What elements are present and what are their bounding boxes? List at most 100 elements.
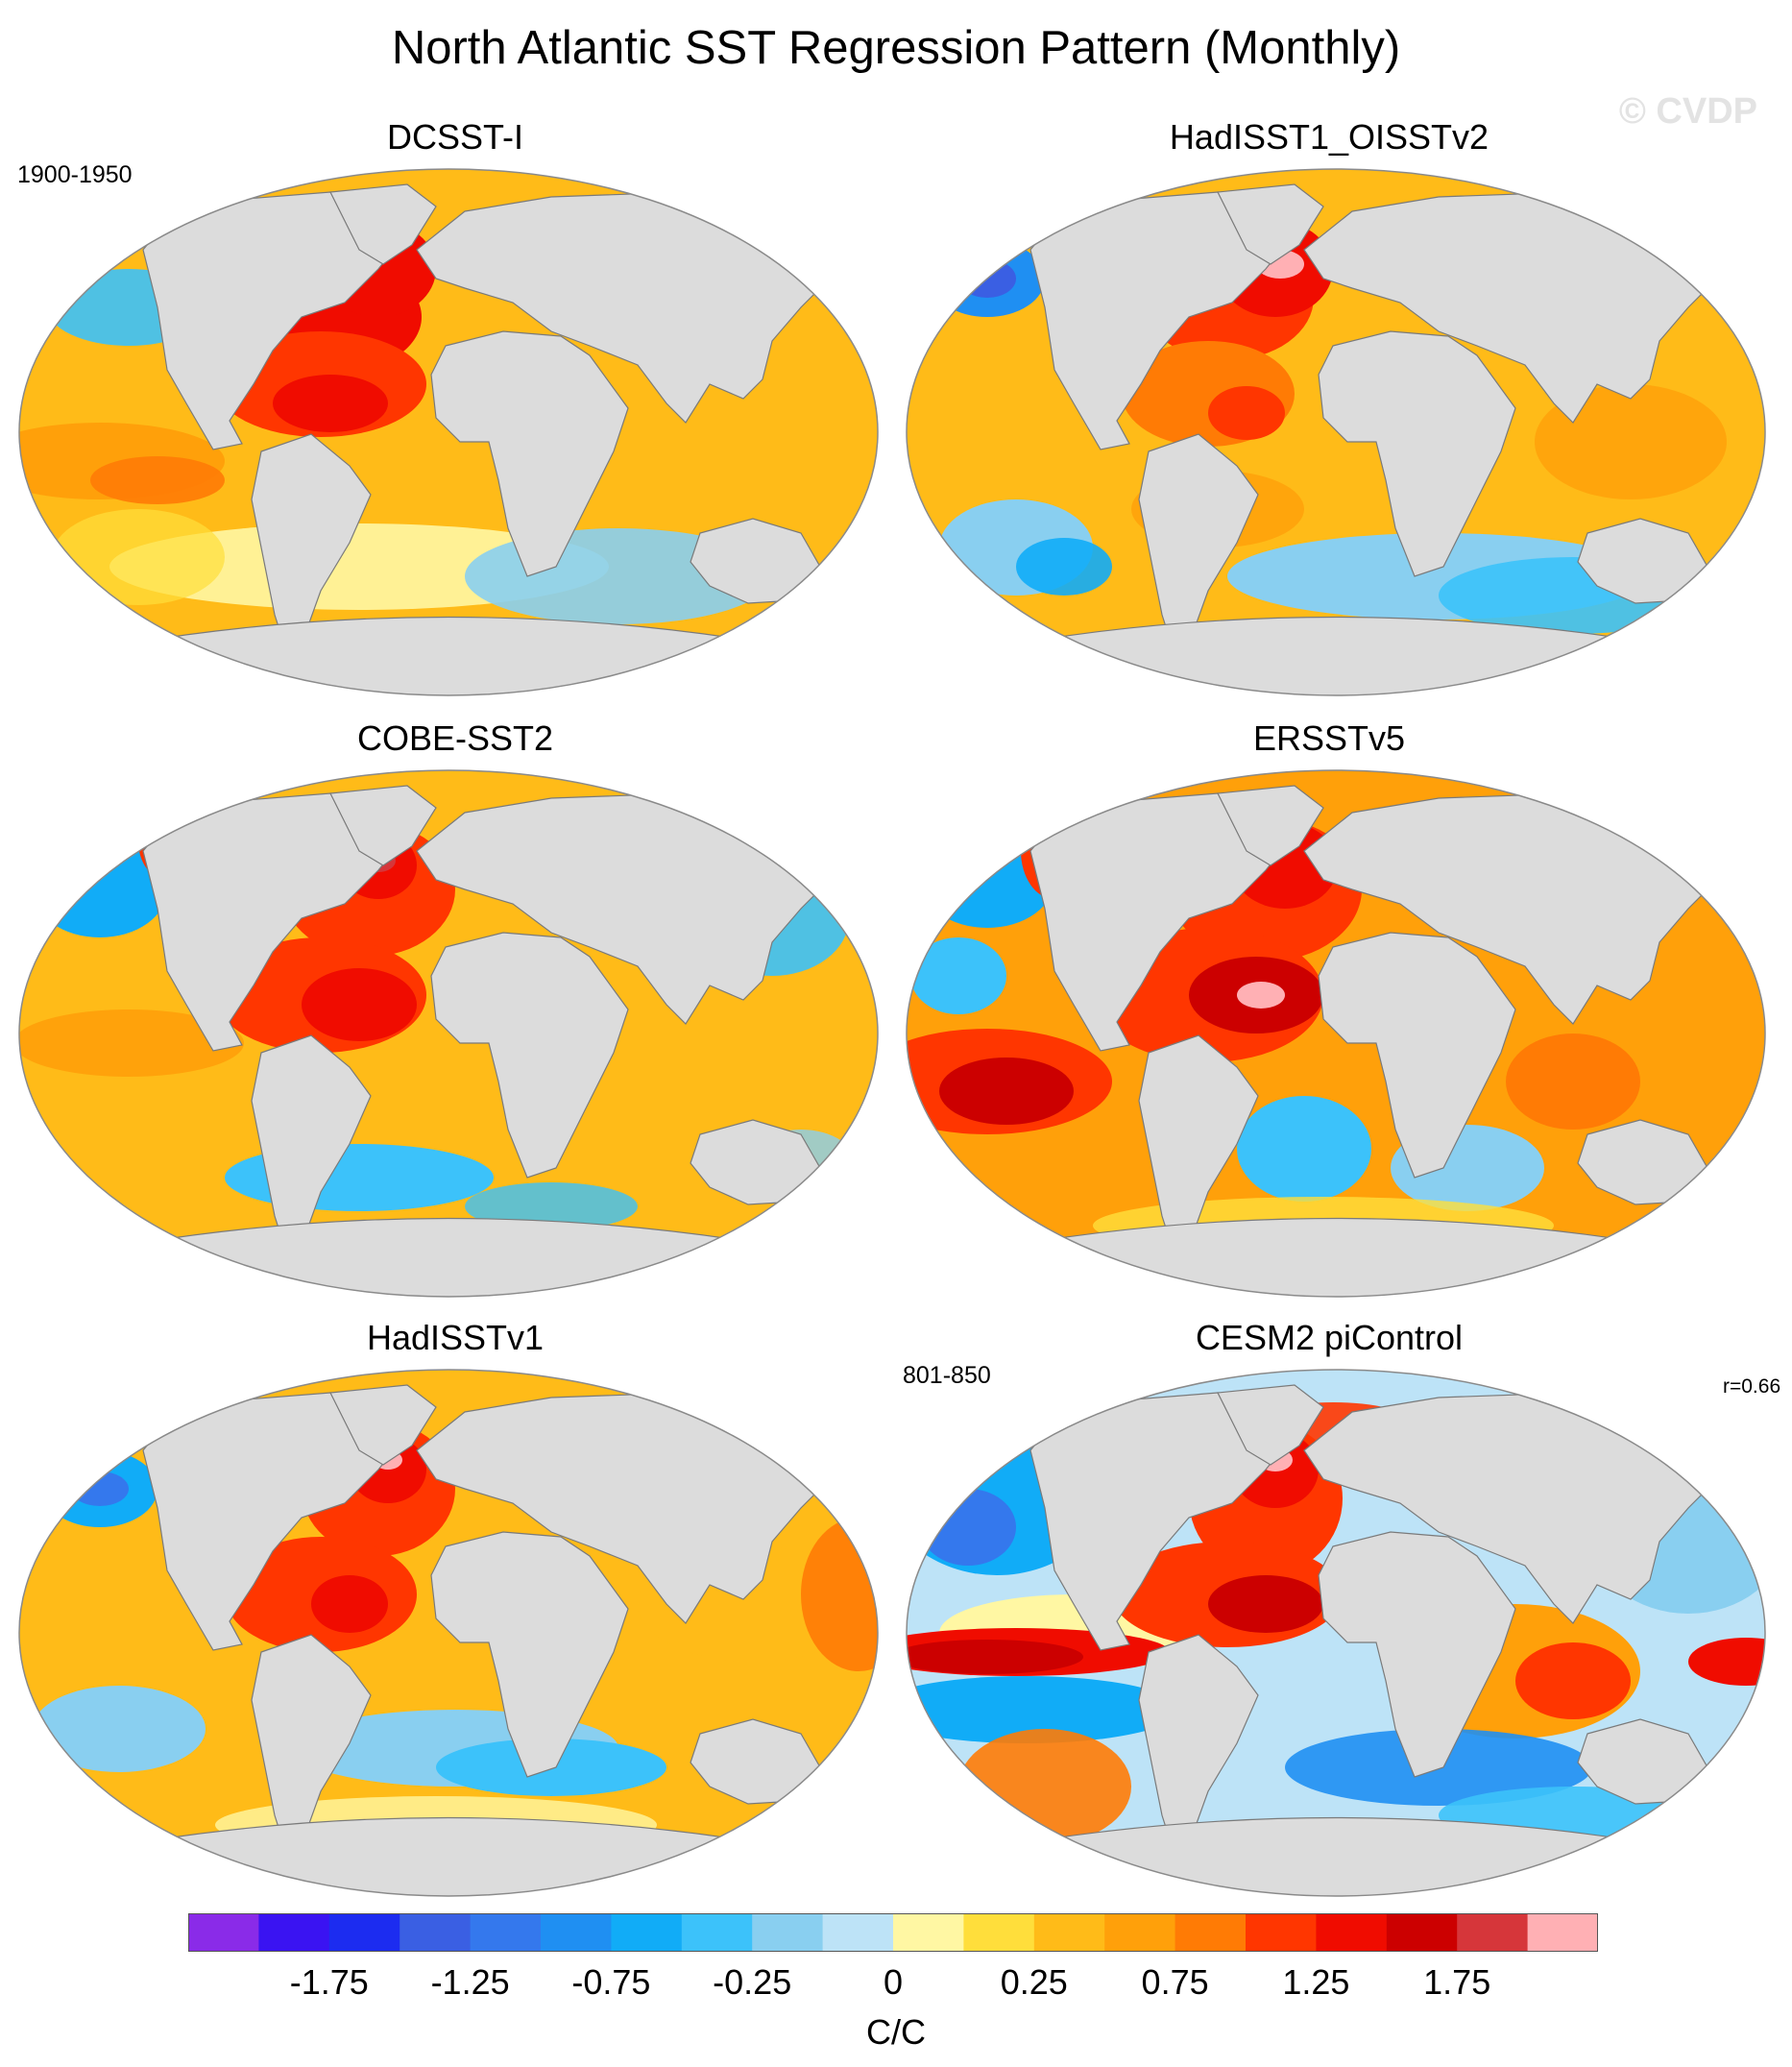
- colorbar-swatch: [470, 1913, 542, 1952]
- regression-contour: [1515, 1642, 1631, 1719]
- colorbar-tick-label: -0.75: [571, 1962, 651, 2002]
- regression-map: [18, 1369, 879, 1897]
- map-frame: [18, 1369, 879, 1897]
- colorbar-swatch: [400, 1913, 472, 1952]
- ocean-field: [19, 770, 879, 1298]
- colorbar-tick-label: 1.75: [1423, 1962, 1491, 2002]
- colorbar-swatch: [963, 1913, 1035, 1952]
- colorbar-swatch: [188, 1913, 259, 1952]
- regression-contour: [1688, 1638, 1766, 1686]
- panel-cobe: COBE-SST2: [0, 718, 884, 1314]
- africa-land: [1318, 932, 1516, 1179]
- colorbar-tick-label: -0.25: [713, 1962, 792, 2002]
- colorbar-swatch: [328, 1913, 400, 1952]
- regression-contour: [465, 1182, 638, 1230]
- watermark: © CVDP: [1618, 91, 1757, 132]
- panel-title: COBE-SST2: [356, 718, 554, 758]
- panel-dcsst: DCSST-I: [0, 117, 884, 713]
- regression-contour: [801, 1518, 879, 1671]
- panel-title: CESM2 piControl: [1195, 1318, 1464, 1357]
- colorbar-swatch: [1457, 1913, 1529, 1952]
- regression-contour: [1237, 982, 1285, 1009]
- panel-hadisst-oisst: HadISST1_OISSTv2: [887, 117, 1771, 713]
- regression-map: [18, 168, 879, 696]
- colorbar-tick-label: -1.75: [289, 1962, 369, 2002]
- colorbar-swatch: [752, 1913, 824, 1952]
- regression-contour: [939, 1058, 1074, 1125]
- south-america-land: [1138, 433, 1259, 665]
- panel-ersst: ERSSTv5: [887, 718, 1771, 1314]
- regression-contour: [273, 375, 388, 432]
- south-america-land: [251, 433, 372, 665]
- regression-contour: [19, 1009, 244, 1077]
- greenland-land: [1217, 1384, 1324, 1466]
- colorbar-swatch: [611, 1913, 683, 1952]
- period-label: 1900-1950: [17, 161, 133, 188]
- ocean-field: [907, 770, 1766, 1298]
- map-frame: [906, 769, 1766, 1298]
- regression-contour: [302, 968, 417, 1041]
- regression-contour: [920, 1489, 1016, 1566]
- colorbar-frame: [188, 1913, 1598, 1952]
- colorbar-tick-label: -1.25: [430, 1962, 510, 2002]
- colorbar-tick-label: 0.75: [1141, 1962, 1209, 2002]
- regression-map: [906, 168, 1766, 696]
- africa-land: [430, 330, 629, 577]
- colorbar-swatch: [893, 1913, 964, 1952]
- regression-contour: [1016, 538, 1112, 596]
- greenland-land: [329, 1384, 437, 1466]
- regression-contour: [52, 509, 225, 605]
- colorbar-tick-label: 1.25: [1282, 1962, 1350, 2002]
- regression-contour: [311, 1575, 388, 1633]
- regression-contour: [1237, 1096, 1371, 1202]
- regression-contour: [907, 1640, 1083, 1674]
- regression-contour: [1208, 386, 1285, 440]
- ocean-field: [907, 169, 1766, 696]
- ocean-field: [19, 169, 879, 696]
- regression-contour: [910, 937, 1006, 1014]
- correlation-label: r=0.66: [1723, 1375, 1781, 1398]
- colorbar-swatch: [1246, 1913, 1317, 1952]
- panel-hadisstv1: HadISSTv1: [0, 1318, 884, 1913]
- map-frame: [18, 168, 879, 696]
- regression-contour: [1535, 384, 1727, 499]
- panel-cesm2: CESM2 piControl: [887, 1318, 1771, 1913]
- figure-title: North Atlantic SST Regression Pattern (M…: [391, 22, 1401, 74]
- colorbar-units: C/C: [866, 2012, 926, 2052]
- africa-land: [1318, 1531, 1516, 1778]
- colorbar: [188, 1913, 1598, 1952]
- regression-contour: [71, 1471, 129, 1506]
- colorbar-swatch: [1104, 1913, 1176, 1952]
- africa-land: [430, 932, 629, 1179]
- regression-map: [906, 1369, 1766, 1897]
- regression-map: [18, 769, 879, 1298]
- ocean-field: [907, 1370, 1766, 1897]
- africa-land: [430, 1531, 629, 1778]
- map-frame: [18, 769, 879, 1298]
- colorbar-swatch: [541, 1913, 612, 1952]
- regression-contour: [1208, 1575, 1323, 1633]
- south-america-land: [251, 1034, 372, 1266]
- colorbar-swatch: [1316, 1913, 1388, 1952]
- ocean-field: [19, 1370, 879, 1897]
- colorbar-swatch: [258, 1913, 330, 1952]
- panel-title: HadISST1_OISSTv2: [1169, 117, 1489, 157]
- colorbar-swatch: [1033, 1913, 1105, 1952]
- panel-title: ERSSTv5: [1252, 718, 1406, 758]
- south-america-land: [1138, 1034, 1259, 1266]
- colorbar-tick-label: 0.25: [1000, 1962, 1068, 2002]
- colorbar-swatch: [822, 1913, 894, 1952]
- greenland-land: [329, 183, 437, 265]
- regression-contour: [1664, 817, 1731, 865]
- regression-contour: [33, 1686, 206, 1772]
- map-frame: [906, 1369, 1766, 1897]
- south-america-land: [251, 1634, 372, 1865]
- panel-title: HadISSTv1: [366, 1318, 545, 1357]
- regression-contour: [1506, 1034, 1640, 1130]
- panel-title: DCSST-I: [386, 117, 523, 157]
- south-america-land: [1138, 1634, 1259, 1865]
- africa-land: [1318, 330, 1516, 577]
- regression-contour: [907, 1676, 1179, 1743]
- colorbar-tick-label: 0: [883, 1962, 904, 2002]
- greenland-land: [1217, 785, 1324, 866]
